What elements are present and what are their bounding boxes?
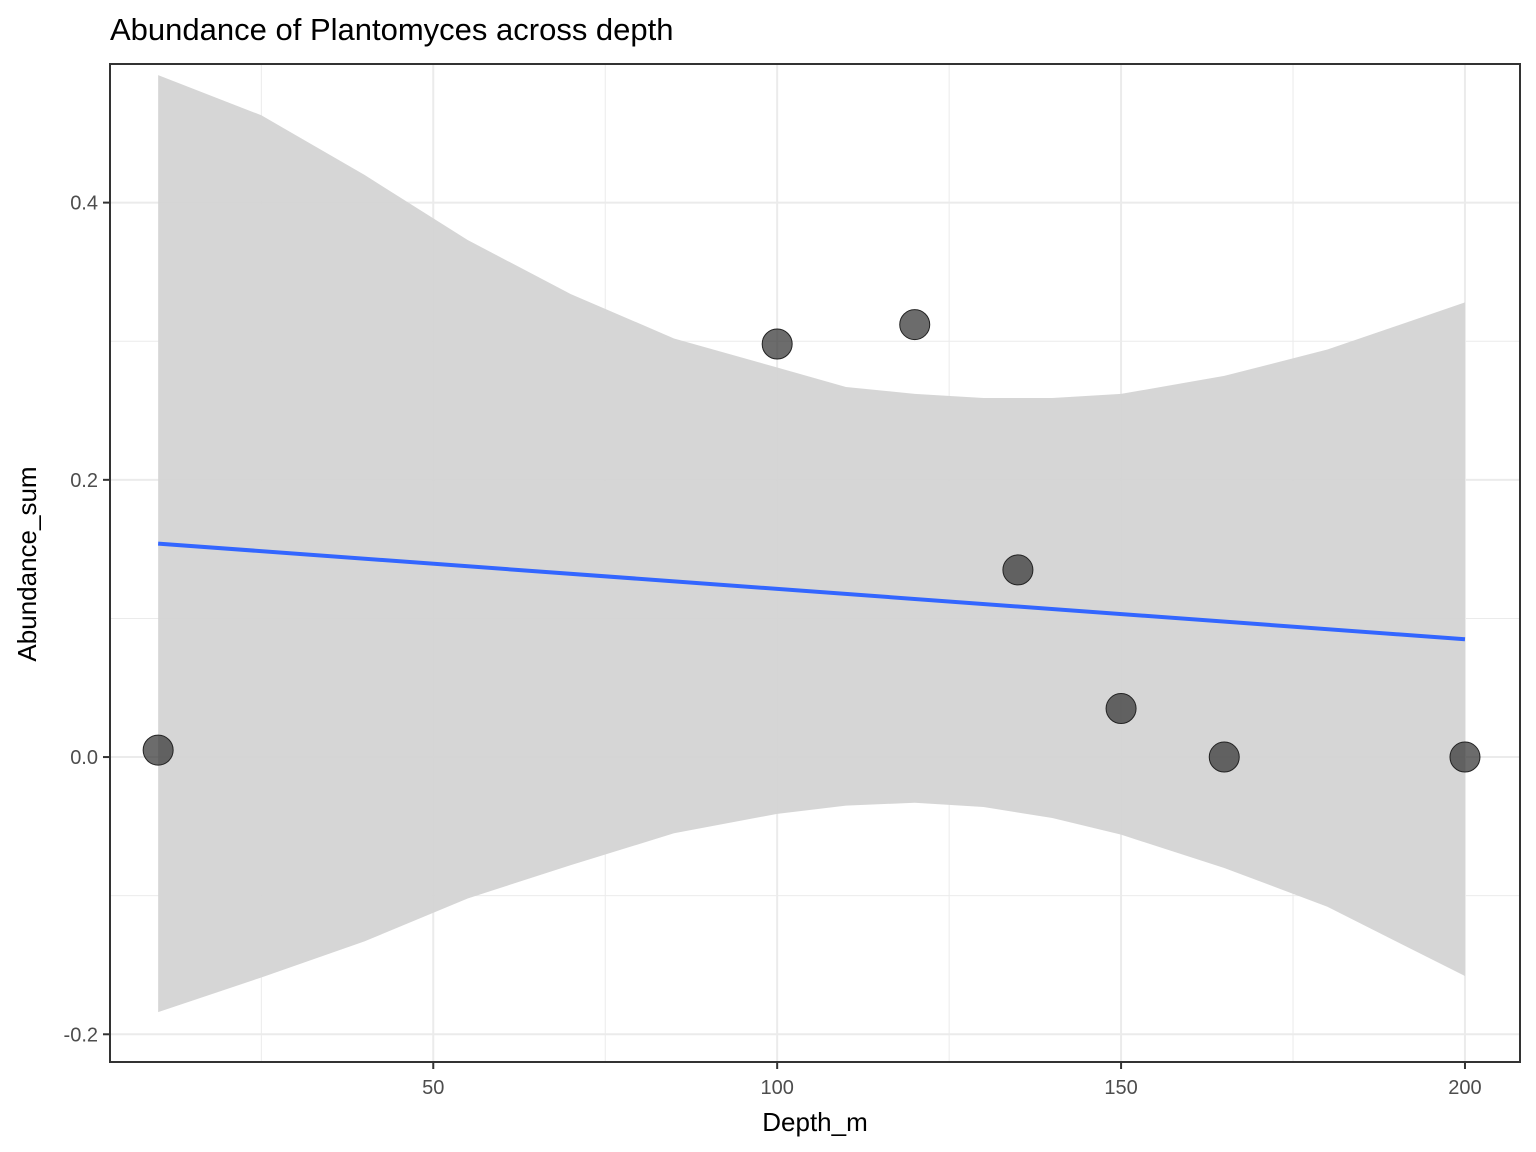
data-point bbox=[899, 309, 931, 341]
data-point bbox=[761, 328, 793, 360]
trend-line bbox=[158, 541, 1466, 642]
x-tick-label: 150 bbox=[1104, 1077, 1137, 1099]
data-point bbox=[142, 734, 174, 766]
x-axis-title: Depth_m bbox=[762, 1107, 868, 1137]
x-tick-label: 200 bbox=[1448, 1077, 1481, 1099]
confidence-band bbox=[158, 75, 1465, 1013]
y-axis-title: Abundance_sum bbox=[12, 466, 42, 661]
data-point bbox=[1449, 741, 1481, 773]
x-axis: 50 100 150 200 bbox=[422, 1062, 1482, 1099]
y-tick-label: 0.2 bbox=[70, 470, 98, 492]
panel-border bbox=[109, 63, 1521, 1063]
chart-title: Abundance of Plantomyces across depth bbox=[110, 12, 674, 47]
data-point bbox=[1208, 741, 1240, 773]
data-point bbox=[1105, 693, 1137, 725]
y-tick-label: 0.0 bbox=[70, 747, 98, 769]
x-tick-label: 100 bbox=[760, 1077, 793, 1099]
data-points bbox=[142, 309, 1481, 773]
y-tick-label: 0.4 bbox=[70, 193, 98, 215]
x-tick-label: 50 bbox=[422, 1077, 444, 1099]
y-axis: -0.2 0.0 0.2 0.4 bbox=[64, 193, 110, 1046]
y-tick-label: -0.2 bbox=[64, 1024, 98, 1046]
data-point bbox=[1002, 554, 1034, 586]
